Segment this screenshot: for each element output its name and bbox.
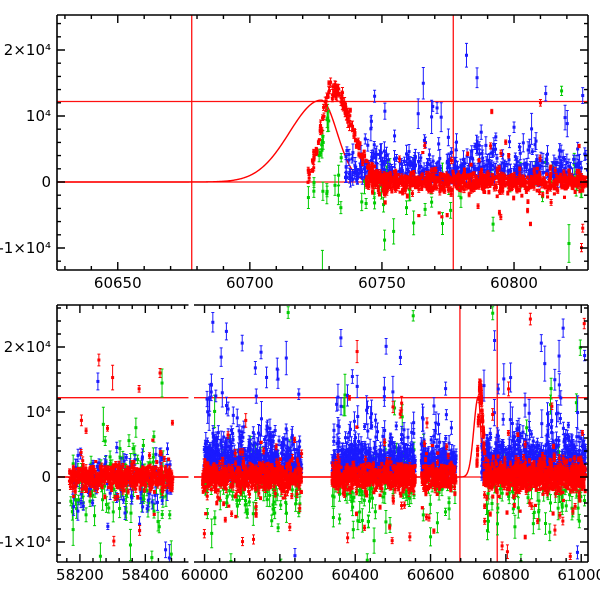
light-curve-figure-canvas xyxy=(0,0,600,600)
figure-page xyxy=(0,0,600,600)
